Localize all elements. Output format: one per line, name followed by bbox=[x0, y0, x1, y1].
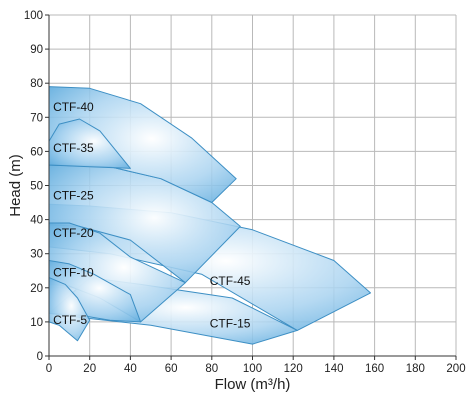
region-label-ctf-10: CTF-10 bbox=[53, 265, 94, 279]
y-tick-label: 60 bbox=[30, 146, 43, 158]
y-axis-title: Head (m) bbox=[7, 154, 24, 217]
y-tick-label: 90 bbox=[30, 44, 43, 56]
region-label-ctf-35: CTF-35 bbox=[53, 141, 94, 155]
x-tick-label: 60 bbox=[165, 363, 178, 375]
axes: 0 20 40 60 80 100 120 140 160 180 200 0 10 20 30 40 50 60… bbox=[24, 10, 466, 375]
y-tick-label: 70 bbox=[30, 112, 43, 124]
y-tick-label: 50 bbox=[30, 181, 43, 193]
y-tick-label: 10 bbox=[30, 317, 43, 329]
x-tick-label: 140 bbox=[324, 363, 343, 375]
region-label-ctf-20: CTF-20 bbox=[53, 226, 94, 240]
region-label-ctf-25: CTF-25 bbox=[53, 189, 94, 203]
y-tick-label: 0 bbox=[37, 351, 43, 363]
region-label-ctf-45: CTF-45 bbox=[210, 274, 251, 288]
x-tick-label: 20 bbox=[83, 363, 96, 375]
x-tick-label: 0 bbox=[46, 363, 52, 375]
region-ctf-5 bbox=[48, 277, 91, 342]
x-tick-label: 40 bbox=[124, 363, 137, 375]
x-tick-label: 180 bbox=[406, 363, 425, 375]
regions bbox=[48, 86, 371, 345]
x-tick-label: 100 bbox=[243, 363, 262, 375]
y-tick-label: 40 bbox=[30, 215, 43, 227]
region-label-ctf-40: CTF-40 bbox=[53, 100, 94, 114]
region-label-ctf-15: CTF-15 bbox=[210, 317, 251, 331]
region-label-ctf-5: CTF-5 bbox=[53, 313, 87, 327]
y-tick-label: 20 bbox=[30, 283, 43, 295]
y-tick-label: 30 bbox=[30, 249, 43, 261]
x-tick-label: 120 bbox=[284, 363, 303, 375]
x-axis-title: Flow (m³/h) bbox=[215, 376, 291, 393]
y-tick-label: 80 bbox=[30, 78, 43, 90]
y-tick-label: 100 bbox=[24, 10, 43, 22]
x-tick-label: 80 bbox=[205, 363, 218, 375]
x-tick-label: 200 bbox=[446, 363, 465, 375]
region-ctf-35 bbox=[48, 118, 131, 169]
region-labels: CTF-15 CTF-45 CTF-25 CTF-40 CTF-35 CTF-20 CTF-… bbox=[53, 100, 251, 331]
x-tick-label: 160 bbox=[365, 363, 384, 375]
